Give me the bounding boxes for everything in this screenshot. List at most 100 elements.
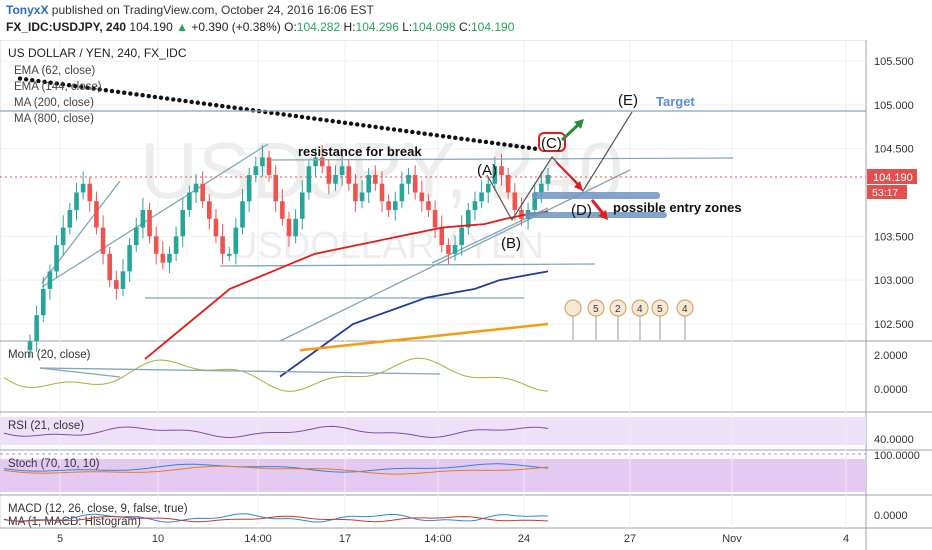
ma800-dot xyxy=(342,120,348,125)
ma800-dot xyxy=(355,122,360,127)
price-tick-label: 103.500 xyxy=(874,231,914,243)
green-arrow-up xyxy=(560,122,581,142)
ma800-dot xyxy=(477,138,483,144)
change-arrow-icon: ▲ xyxy=(176,20,189,34)
candle-body xyxy=(193,183,199,193)
ma800-dot xyxy=(122,90,127,95)
ma800-dot xyxy=(226,104,231,110)
ma800-dot xyxy=(324,118,329,123)
candle-body xyxy=(140,210,146,228)
candle-body xyxy=(94,201,99,228)
ma800-dot xyxy=(379,125,384,130)
ma800-dot xyxy=(103,88,109,93)
candle-body xyxy=(253,166,259,175)
legend-item: MA (800, close) xyxy=(14,113,94,125)
time-tick-label: Nov xyxy=(722,533,742,545)
candle-body xyxy=(200,183,205,202)
candle-body xyxy=(100,227,106,254)
event-flag-marker xyxy=(651,299,669,317)
open-label: O: xyxy=(284,20,297,34)
time-tick-label: 27 xyxy=(624,533,636,545)
candle-body xyxy=(266,157,272,175)
candle-body xyxy=(27,341,33,351)
last-price: 104.190 xyxy=(129,20,173,34)
ma800-dot xyxy=(201,101,207,106)
candle-body xyxy=(339,166,345,175)
ma800-dot xyxy=(348,121,354,126)
candle-body xyxy=(412,174,418,193)
ma800-dot xyxy=(465,137,470,142)
wave-a-label: (A) xyxy=(477,162,497,179)
candle-body xyxy=(505,174,511,193)
event-flag-marker xyxy=(631,299,649,317)
stoch-k-line xyxy=(3,463,549,473)
publish-header: TonyxX published on TradingView.com, Oct… xyxy=(0,0,932,40)
ma800-dot xyxy=(446,134,452,140)
watermark-name: USDOLLAR / YEN xyxy=(230,225,544,267)
ma800-dot xyxy=(158,95,164,100)
ma800-dot xyxy=(367,123,372,129)
ma800-dot xyxy=(434,133,440,138)
ma200-line xyxy=(299,322,549,352)
candle-body xyxy=(240,201,245,228)
ma800-dot xyxy=(250,108,256,113)
price-chart[interactable]: USDJPY, 240 USDOLLAR / YEN Target resist… xyxy=(0,40,932,550)
ma800-dot xyxy=(164,96,170,101)
mom-line xyxy=(3,357,549,392)
candle-body xyxy=(260,157,265,167)
time-tick-label: 24 xyxy=(518,533,530,545)
event-flag-label: 5 xyxy=(593,304,599,315)
candle-body xyxy=(485,183,491,193)
ma800-dot xyxy=(134,92,139,97)
low-value: 104.098 xyxy=(412,20,456,34)
author-link[interactable]: TonyxX xyxy=(6,3,49,17)
event-flag-label: 5 xyxy=(657,304,663,315)
time-tick-label: 10 xyxy=(152,533,164,545)
candle-body xyxy=(120,271,126,289)
ma800-dot xyxy=(275,111,280,116)
ma800-dot xyxy=(410,129,415,135)
ma800-dot xyxy=(422,131,427,136)
candle-body xyxy=(213,218,219,237)
ma800-dot xyxy=(17,76,23,81)
ma800-dot xyxy=(397,128,403,133)
entry-zones-label: possible entry zones xyxy=(613,200,742,215)
price-axis[interactable]: 105.500 105.000 104.500 103.500 103.000 102.5… xyxy=(874,56,914,331)
candle-body xyxy=(87,183,93,202)
candle-body xyxy=(419,192,425,202)
candle-body xyxy=(47,271,53,289)
low-label: L: xyxy=(402,20,413,34)
wave-c-label: (C) xyxy=(541,135,562,152)
time-axis[interactable]: 5 10 14:00 17 14:00 24 27 Nov 4 xyxy=(57,533,849,545)
ma800-dot xyxy=(263,109,268,115)
legend-item: EMA (62, close) xyxy=(14,65,95,77)
event-flag-marker xyxy=(609,299,627,317)
candle-body xyxy=(353,183,358,202)
candle-body xyxy=(499,166,504,175)
ma800-dot xyxy=(305,115,311,120)
candle-body xyxy=(313,157,318,167)
candle-body xyxy=(472,201,478,211)
open-value: 104.282 xyxy=(296,20,341,34)
candle-body xyxy=(459,227,464,246)
event-flags[interactable]: 5 2 4 5 4 xyxy=(564,299,694,340)
ma800-dot xyxy=(373,124,378,130)
candle-body xyxy=(60,227,66,246)
price-tick-label: 102.500 xyxy=(874,319,914,331)
change-value: +0.390 (+0.38%) xyxy=(191,20,281,34)
target-label: Target xyxy=(656,94,695,109)
countdown-badge xyxy=(867,185,907,199)
rsi-band xyxy=(0,417,866,445)
entry-zone-1 xyxy=(532,192,660,199)
wave-d-label: (D) xyxy=(571,202,592,219)
ma800-dot xyxy=(177,98,182,103)
candle-body xyxy=(220,236,225,254)
ma800-dot xyxy=(459,136,464,141)
ma800-dot xyxy=(361,123,366,128)
ma800-dot xyxy=(520,144,525,150)
resistance-line xyxy=(269,157,734,161)
ma800-dot xyxy=(60,82,66,87)
candle-body xyxy=(346,166,352,184)
candle-body xyxy=(273,174,279,202)
ma800-dot xyxy=(416,130,421,136)
